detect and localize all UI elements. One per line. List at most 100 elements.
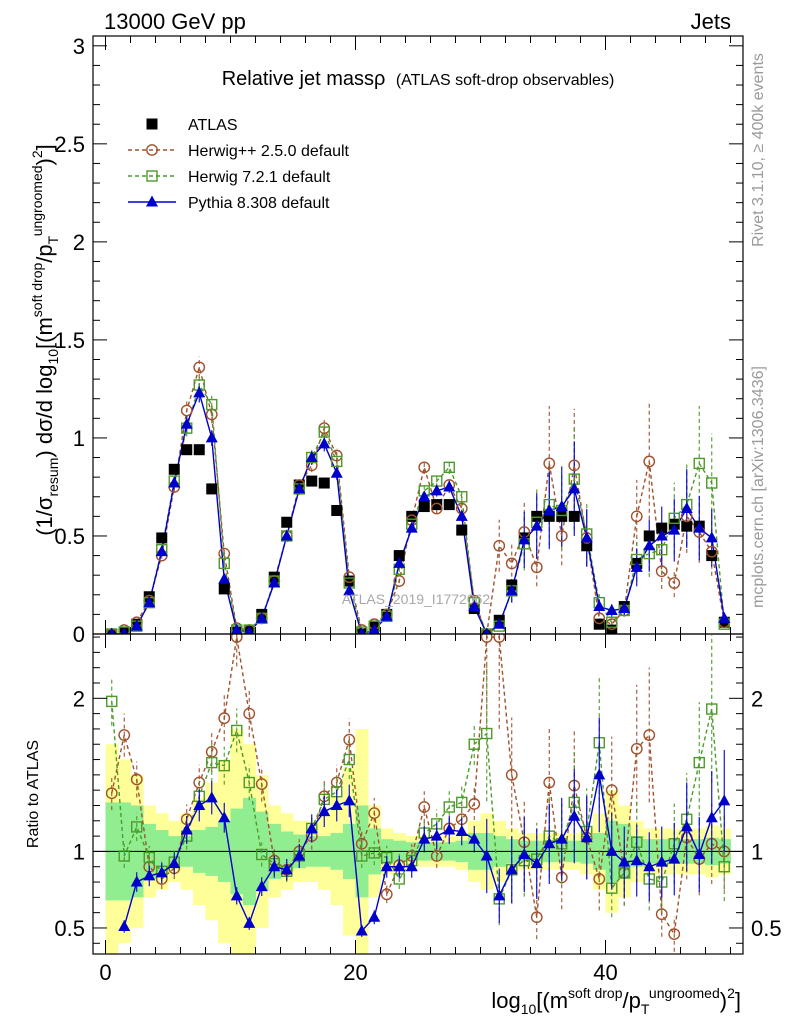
legend-label: Herwig++ 2.5.0 default <box>188 143 350 160</box>
ratio-point <box>143 869 156 881</box>
data-point <box>280 529 293 541</box>
data-point <box>393 550 405 562</box>
ratio-point <box>131 821 143 833</box>
data-point <box>218 572 231 584</box>
ratio-point <box>493 634 506 643</box>
legend-label: Herwig 7.2.1 default <box>188 169 331 186</box>
data-point <box>180 417 193 429</box>
legend-label: ATLAS <box>188 117 238 134</box>
data-point <box>605 603 618 615</box>
ratio-point <box>355 924 368 936</box>
data-point <box>330 466 343 478</box>
ratio-point <box>706 703 718 715</box>
legend-marker <box>146 170 158 182</box>
svg-text:log10[(msoft drop/pTungroomed): log10[(msoft drop/pTungroomed)2] <box>491 985 741 1017</box>
ratio-point <box>493 889 506 901</box>
data-point <box>193 386 206 398</box>
data-point <box>218 583 230 595</box>
data-point <box>343 584 356 596</box>
ratio-point <box>643 860 656 872</box>
data-point <box>443 461 455 474</box>
data-point <box>318 426 330 438</box>
data-point <box>243 624 255 634</box>
ratio-point <box>605 784 618 797</box>
ratio-point <box>305 821 318 833</box>
data-point <box>418 490 431 502</box>
data-point <box>255 611 268 623</box>
data-point <box>118 626 130 634</box>
ratio-data-layer <box>93 634 743 954</box>
ratio-y-tick-label: 0.5 <box>54 916 85 941</box>
ratio-point <box>130 875 143 887</box>
legend-marker <box>146 195 158 207</box>
ratio-point <box>668 852 681 864</box>
ratio-point <box>693 847 706 859</box>
ratio-point <box>318 805 331 817</box>
data-point <box>343 571 356 584</box>
data-point <box>543 503 556 515</box>
y-tick-label: 2 <box>73 230 85 255</box>
data-point <box>530 519 543 531</box>
rivet-version-note: Rivet 3.1.10, ≥ 400k events <box>750 53 767 247</box>
data-point <box>543 510 555 522</box>
ratio-point <box>693 756 705 769</box>
x-tick-label: 40 <box>593 960 617 985</box>
data-point <box>406 510 418 522</box>
legend: ATLAS Herwig++ 2.5.0 default Herwig 7.2.1 … <box>128 117 350 212</box>
ratio-point <box>106 695 118 708</box>
data-point <box>705 545 718 558</box>
ratio-point <box>418 832 431 844</box>
ratio-point <box>130 773 143 786</box>
data-point <box>530 561 543 574</box>
x-tick-label: 20 <box>343 960 367 985</box>
ratio-point <box>231 724 243 737</box>
ratio-point <box>455 825 468 837</box>
data-point <box>656 522 668 534</box>
data-point <box>193 361 206 374</box>
ratio-point <box>456 796 468 809</box>
ratio-point <box>630 742 643 755</box>
data-point <box>331 455 343 468</box>
ratio-point <box>368 847 380 859</box>
ratio-point <box>218 759 230 772</box>
data-point <box>593 600 606 612</box>
ratio-point <box>705 811 718 823</box>
data-point <box>393 556 406 568</box>
data-point <box>281 516 293 528</box>
ratio-point <box>255 778 268 790</box>
ratio-line-1 <box>111 701 725 900</box>
data-point <box>505 557 518 570</box>
ratio-y-tick-label-right: 0.5 <box>751 916 782 941</box>
data-point <box>483 627 491 634</box>
y-axis-label-ratio: Ratio to ATLAS <box>25 740 42 848</box>
ratio-point <box>655 855 668 867</box>
data-point <box>680 502 693 514</box>
data-point <box>430 502 443 515</box>
ratio-point <box>256 848 268 861</box>
ratio-point <box>630 854 643 866</box>
legend-marker <box>146 144 158 156</box>
data-point <box>306 475 318 487</box>
ratio-y-tick-label: 2 <box>73 686 85 711</box>
ratio-point <box>356 850 368 862</box>
data-point <box>568 482 581 494</box>
ratio-point <box>230 634 243 643</box>
data-point <box>143 596 156 608</box>
ratio-line-0 <box>111 636 725 937</box>
data-point <box>568 459 581 472</box>
chart-title: Relative jet massρ <box>222 68 386 90</box>
data-point <box>505 584 518 596</box>
data-point <box>343 575 355 587</box>
data-point <box>130 619 143 631</box>
data-point <box>581 540 593 552</box>
data-point <box>456 491 468 503</box>
data-point <box>681 520 693 532</box>
data-point <box>120 627 128 634</box>
data-point <box>430 484 443 496</box>
header-left-label: 13000 GeV pp <box>104 9 246 34</box>
data-point <box>418 461 431 474</box>
ratio-point <box>243 776 255 789</box>
y-tick-label: 2.5 <box>54 132 85 157</box>
ratio-point <box>643 729 656 741</box>
ratio-point <box>243 916 256 928</box>
